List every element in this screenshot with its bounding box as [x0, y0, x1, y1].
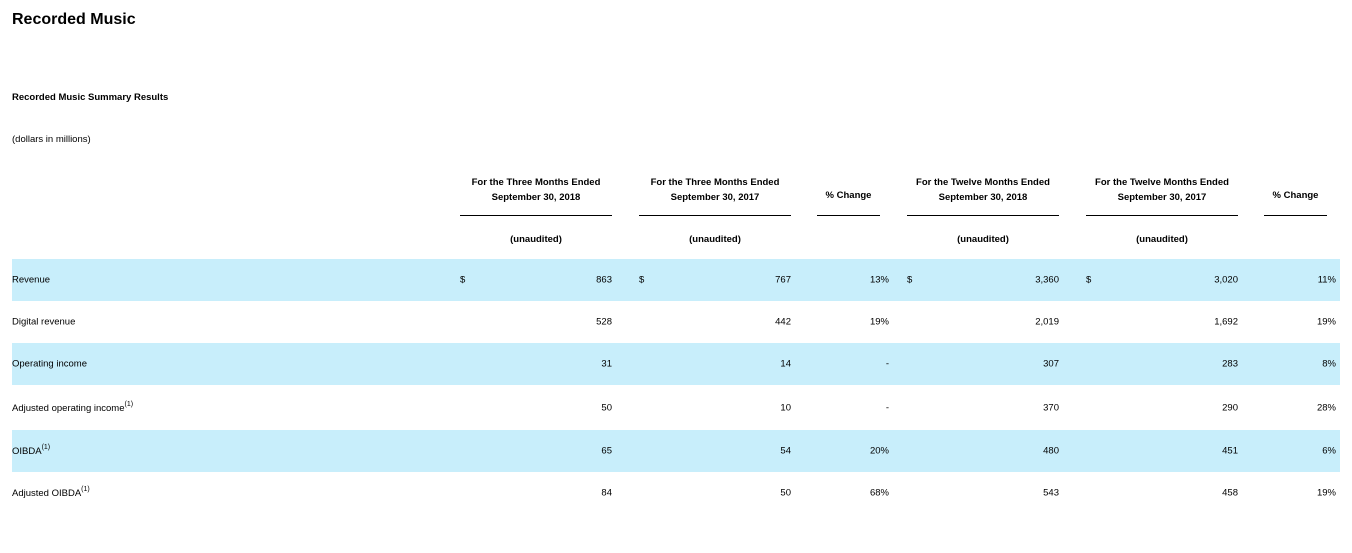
section-title: Recorded Music Summary Results — [12, 92, 169, 103]
currency-symbol: $ — [460, 274, 466, 286]
value-y-change: 6% — [1322, 445, 1336, 457]
value-y2018: 3,360 — [1035, 274, 1059, 286]
table-row: Adjusted OIBDA(1) 84 50 68% 543 458 19% — [12, 472, 1340, 514]
row-label-text: Digital revenue — [12, 316, 76, 328]
value-q2018: 31 — [601, 358, 612, 370]
row-label: Adjusted operating income(1) — [12, 400, 134, 414]
value-q2017: 14 — [780, 358, 791, 370]
col-header-q2018: For the Three Months Ended September 30, … — [471, 177, 601, 203]
value-q-change: 68% — [869, 487, 889, 499]
value-y2018: 2,019 — [1035, 316, 1059, 328]
value-y-change: 11% — [1317, 274, 1336, 286]
header-rule — [907, 215, 1059, 216]
value-y2018: 480 — [1043, 445, 1059, 457]
table-row: Adjusted operating income(1) 50 10 - 370 290 2… — [12, 385, 1340, 430]
row-label: Operating income — [12, 359, 87, 370]
currency-symbol: $ — [639, 274, 645, 286]
header-rule — [817, 215, 880, 216]
value-y2017: 458 — [1222, 487, 1238, 499]
row-label: OIBDA(1) — [12, 443, 51, 458]
unaudited-label: (unaudited) — [1136, 234, 1188, 245]
table-row: Digital revenue 528 442 19% 2,019 1,692 19% — [12, 301, 1340, 343]
table-row: Revenue $ $ $ $863 767 13% 3,360 3,020 11% — [12, 259, 1340, 301]
value-q2018: 50 — [601, 402, 612, 413]
col-header-q-change: % Change — [825, 190, 872, 201]
value-y-change: 28% — [1316, 402, 1336, 413]
col-header-y2017: For the Twelve Months Ended September 30,… — [1095, 177, 1229, 203]
col-header-y-change: % Change — [1272, 190, 1319, 201]
value-q2018: 65 — [601, 445, 612, 457]
footnote-marker: (1) — [124, 400, 134, 408]
footnote-marker: (1) — [81, 485, 90, 493]
value-y2017: 451 — [1222, 445, 1238, 457]
row-label: Revenue — [12, 275, 50, 286]
header-rule — [1086, 215, 1238, 216]
value-q-change: - — [885, 358, 889, 370]
value-q-change: 20% — [869, 445, 889, 457]
footnote-marker: (1) — [41, 443, 51, 451]
value-q2017: 10 — [780, 402, 791, 413]
value-y2017: 3,020 — [1214, 274, 1238, 286]
units-note: (dollars in millions) — [12, 134, 91, 145]
value-y2018: 543 — [1043, 487, 1059, 499]
row-label-text: Operating income — [12, 358, 87, 370]
value-q2017: 767 — [775, 274, 791, 286]
row-label-text: Adjusted OIBDA — [12, 488, 82, 500]
row-label: Adjusted OIBDA(1) — [12, 485, 90, 500]
col-header-y2018: For the Twelve Months Ended September 30,… — [916, 177, 1050, 203]
value-q-change: 19% — [869, 316, 889, 328]
value-q2018: 863 — [596, 274, 612, 286]
header-rule — [639, 215, 791, 216]
value-q2017: 54 — [780, 445, 791, 457]
row-label-text: OIBDA — [12, 446, 42, 458]
value-y2017: 1,692 — [1214, 316, 1238, 328]
value-q-change: - — [885, 402, 889, 413]
header-rule — [460, 215, 612, 216]
page-title: Recorded Music — [12, 11, 136, 28]
value-q-change: 13% — [869, 274, 889, 286]
value-y-change: 19% — [1316, 487, 1336, 499]
value-q2017: 50 — [780, 487, 791, 499]
currency-symbol: $ — [1086, 274, 1092, 286]
currency-symbol: $ — [907, 274, 913, 286]
table-row: OIBDA(1) 65 54 20% 480 451 6% — [12, 430, 1340, 472]
unaudited-label: (unaudited) — [957, 234, 1009, 245]
value-q2018: 528 — [596, 316, 612, 328]
value-y2018: 370 — [1043, 402, 1059, 413]
value-y-change: 19% — [1316, 316, 1336, 328]
value-q2017: 442 — [775, 316, 791, 328]
value-y2017: 283 — [1222, 358, 1238, 370]
col-header-q2017: For the Three Months Ended September 30, … — [650, 177, 780, 203]
value-y2017: 290 — [1222, 402, 1238, 413]
unaudited-label: (unaudited) — [689, 234, 741, 245]
header-rule — [1264, 215, 1327, 216]
row-label-text: Revenue — [12, 274, 51, 286]
value-y-change: 8% — [1322, 358, 1336, 370]
value-q2018: 84 — [601, 487, 612, 499]
value-y2018: 307 — [1043, 358, 1059, 370]
row-label: Digital revenue — [12, 317, 75, 328]
unaudited-label: (unaudited) — [510, 234, 562, 245]
row-label-text: Adjusted operating income — [12, 402, 125, 414]
table-row: Operating income 31 14 - 307 283 8% — [12, 343, 1340, 385]
